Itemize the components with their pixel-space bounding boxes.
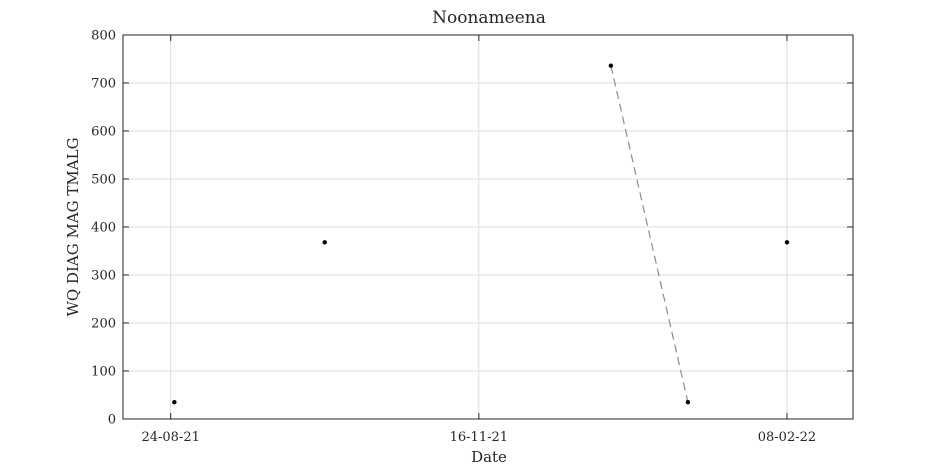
y-tick-label: 200	[91, 317, 116, 332]
x-tick-labels: 24-08-21 16-11-21 08-02-22	[141, 430, 816, 445]
x-tick-label: 16-11-21	[450, 430, 508, 445]
y-tick-label: 0	[108, 413, 116, 428]
chart-title: Noonameena	[432, 8, 546, 28]
axes	[122, 34, 854, 420]
data-point	[608, 63, 614, 68]
y-tick-label: 500	[91, 173, 116, 188]
plot-frame	[122, 34, 854, 420]
y-tick-label: 600	[91, 125, 116, 140]
y-tick-label: 300	[91, 269, 116, 284]
dashed-line-segment	[610, 65, 689, 403]
y-tick-label: 400	[91, 221, 116, 236]
data-point	[172, 400, 177, 405]
data-point	[685, 400, 691, 405]
data-point	[322, 240, 327, 245]
y-tick-label: 700	[91, 77, 116, 92]
y-axis-label: WQ DIAG MAG TMALG	[64, 137, 82, 316]
y-tick-label: 100	[91, 365, 116, 380]
x-tick-label: 24-08-21	[141, 430, 199, 445]
series	[172, 63, 790, 405]
y-tick-labels: 0 100 200 300 400 500 600 700 800	[91, 29, 116, 428]
x-tick-label: 08-02-22	[758, 430, 816, 445]
x-axis-label: Date	[471, 448, 507, 466]
y-tick-label: 800	[91, 29, 116, 44]
data-point	[784, 240, 790, 245]
grid-lines	[123, 34, 853, 420]
